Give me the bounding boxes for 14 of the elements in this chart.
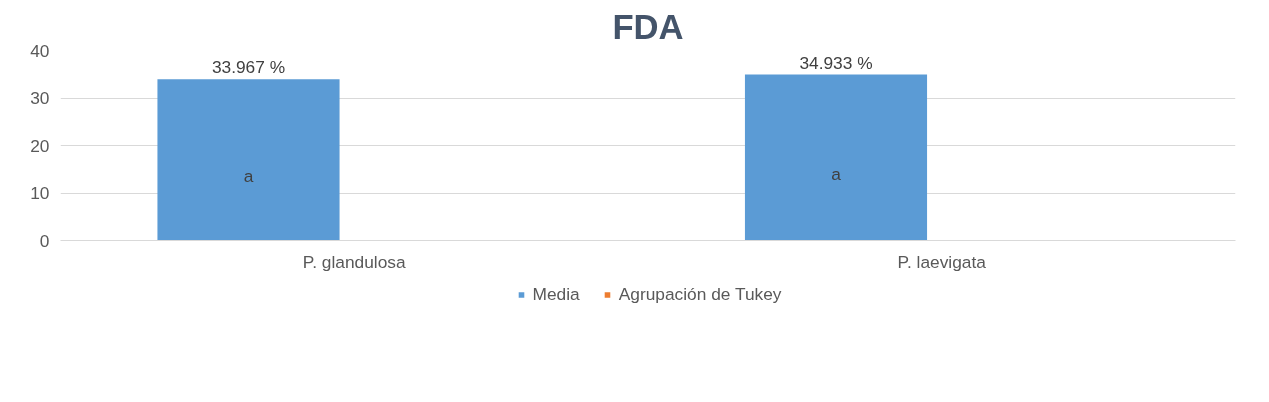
y-tick-label: 20 [30,135,50,156]
data-label: 34.933 % [799,52,873,73]
y-tick-label: 0 [39,230,50,251]
x-tick-label: P. glandulosa [302,251,406,272]
legend-label: Media [532,283,580,305]
y-tick-label: 30 [30,88,50,108]
y-tick-label: 10 [30,183,50,203]
annotation: a [831,164,842,185]
data-label: 33.967 % [211,57,286,78]
chart-title: FDA [612,7,684,46]
y-tick-label: 40 [30,40,50,61]
annotation: a [243,165,254,186]
legend-label: Agrupación de Tukey [618,283,782,305]
x-tick-label: P. laevigata [897,251,987,272]
